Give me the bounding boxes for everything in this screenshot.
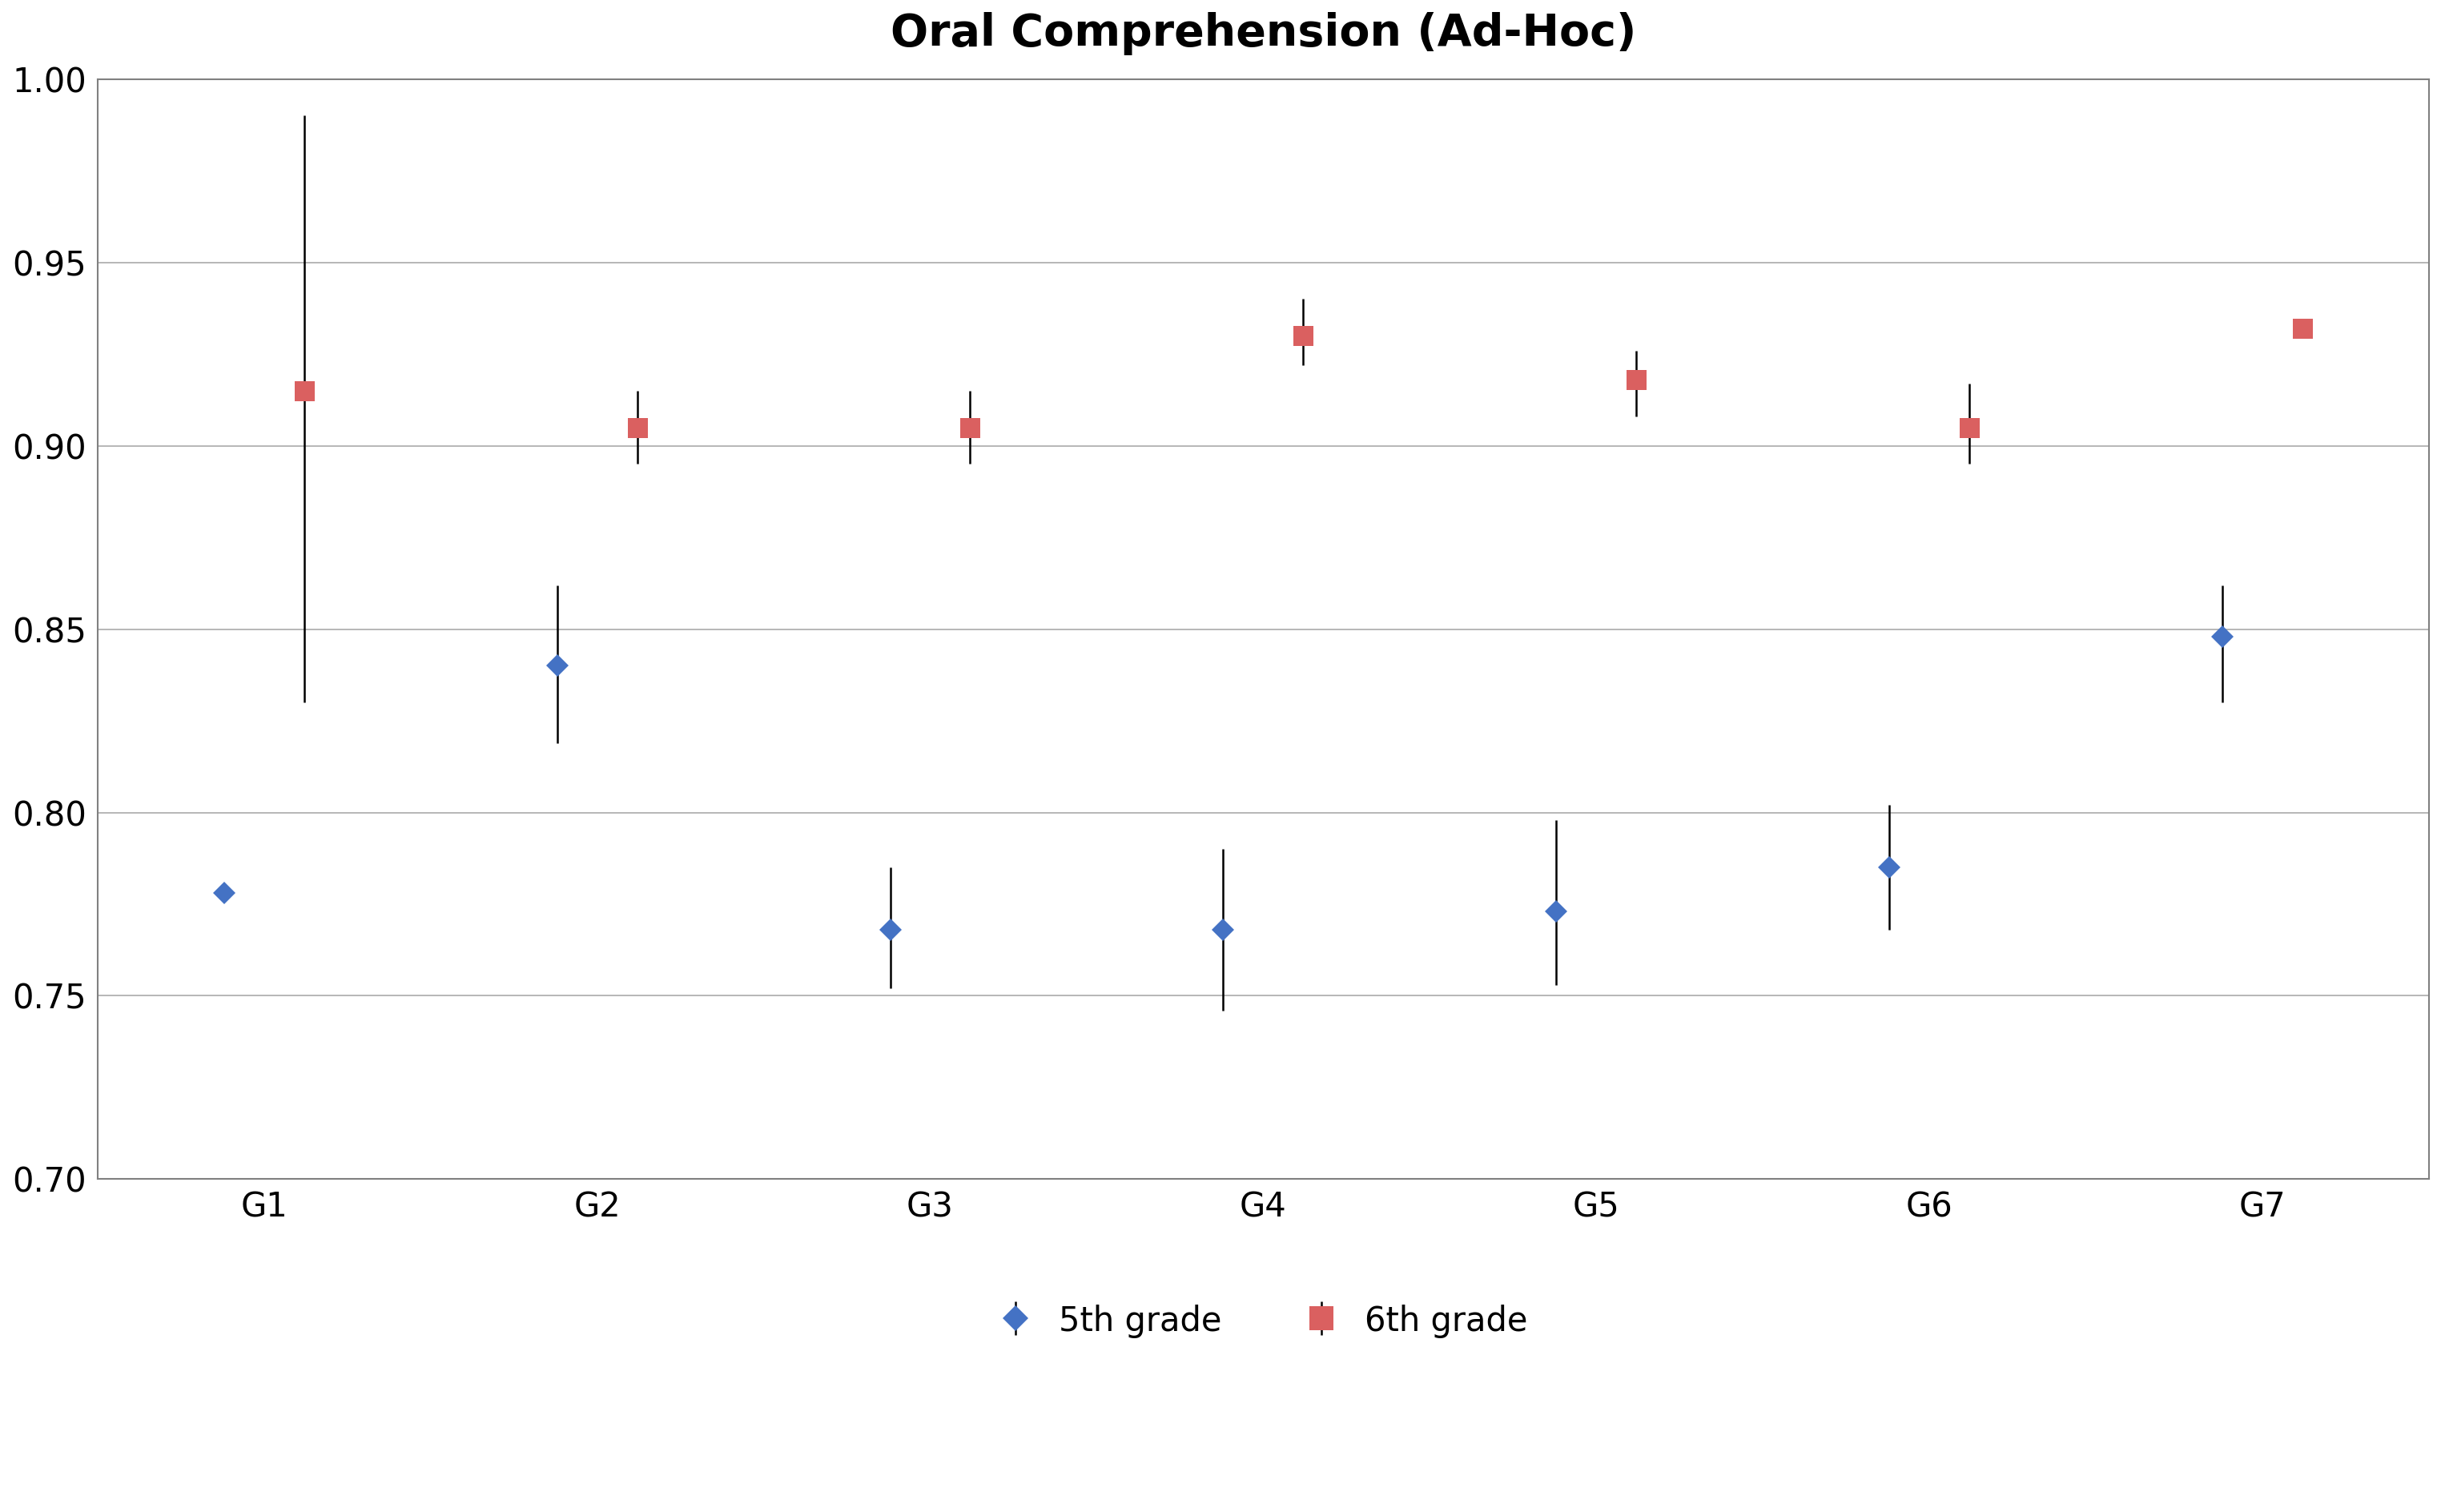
Title: Oral Comprehension (Ad-Hoc): Oral Comprehension (Ad-Hoc) [891,12,1635,56]
Legend: 5th grade, 6th grade: 5th grade, 6th grade [998,1305,1528,1338]
